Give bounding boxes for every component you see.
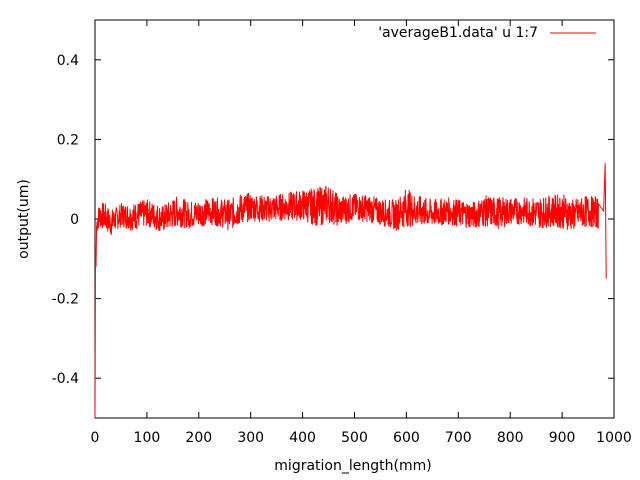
x-tick-label: 300: [237, 430, 264, 446]
x-tick-label: 900: [549, 430, 576, 446]
y-axis: -0.4 -0.2 0 0.2 0.4: [52, 53, 614, 387]
x-tick-label: 0: [91, 430, 100, 446]
series-line: [94, 163, 607, 419]
x-tick-label: 600: [393, 430, 420, 446]
series-layer: [94, 163, 607, 419]
x-tick-label: 500: [341, 430, 368, 446]
y-tick-label: 0.2: [57, 132, 79, 148]
y-tick-label: -0.4: [52, 371, 79, 387]
x-tick-label: 200: [185, 430, 212, 446]
x-tick-label: 400: [289, 430, 316, 446]
y-tick-label: -0.2: [52, 292, 79, 308]
legend: 'averageB1.data' u 1:7: [378, 25, 596, 41]
legend-label: 'averageB1.data' u 1:7: [378, 25, 538, 41]
y-tick-label: 0: [70, 212, 79, 228]
x-axis: 0 100 200 300 400 500 600 700 800 900 1000: [91, 20, 632, 446]
y-axis-label: output(um): [16, 179, 32, 259]
x-axis-label: migration_length(mm): [274, 458, 431, 474]
y-tick-label: 0.4: [57, 53, 79, 69]
x-tick-label: 100: [134, 430, 161, 446]
x-tick-label: 700: [445, 430, 472, 446]
x-tick-label: 1000: [596, 430, 632, 446]
x-tick-label: 800: [497, 430, 524, 446]
